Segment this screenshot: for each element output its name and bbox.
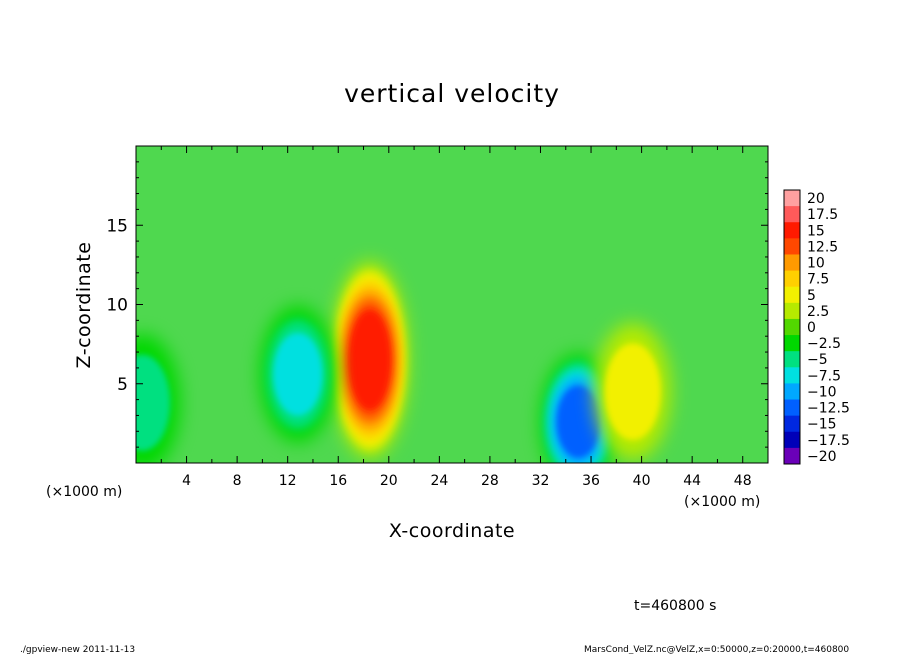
footer-left: ./gpview-new 2011-11-13: [20, 645, 135, 654]
colorbar-label: 15: [807, 223, 825, 239]
colorbar-label: 7.5: [807, 272, 829, 288]
colorbar-swatch: [784, 206, 800, 223]
colorbar-swatch: [784, 431, 800, 449]
colorbar-swatch: [784, 351, 800, 368]
feature-updraft-3: [594, 323, 671, 461]
colorbar-label: 12.5: [807, 239, 838, 255]
x-tick-label: 40: [633, 473, 651, 489]
feature-updraft-0: [331, 261, 408, 459]
colorbar-label: −5: [807, 352, 828, 368]
x-tick-label: 28: [481, 473, 499, 489]
colorbar-swatch: [784, 270, 800, 288]
colorbar-label: 17.5: [807, 207, 838, 223]
colorbar-swatch: [784, 367, 800, 384]
y-tick-label: 5: [117, 375, 128, 395]
heatmap-features: [136, 261, 671, 463]
feature-contour: [604, 343, 661, 440]
feature-contour: [136, 354, 171, 451]
colorbar-label: 5: [807, 288, 816, 304]
colorbar-label: −2.5: [807, 336, 841, 352]
y-tick-label: 15: [106, 216, 128, 236]
colorbar-label: 2.5: [807, 304, 829, 320]
colorbar-swatch: [784, 318, 800, 336]
x-tick-label: 24: [430, 473, 448, 489]
y-tick-label: 10: [106, 296, 128, 316]
colorbar-label: −7.5: [807, 368, 841, 384]
x-axis-unit-right: (×1000 m): [684, 494, 760, 510]
colorbar-swatch: [784, 447, 800, 465]
colorbar-swatch: [784, 190, 800, 207]
feature-contour: [556, 385, 601, 458]
x-axis-unit-left: (×1000 m): [46, 484, 122, 500]
colorbar-swatch: [784, 302, 800, 320]
colorbar-swatch: [784, 415, 800, 433]
colorbar-label: 10: [807, 256, 825, 272]
x-tick-label: 16: [329, 473, 347, 489]
colorbar-label: 20: [807, 191, 825, 207]
x-tick-label: 4: [182, 473, 191, 489]
colorbar-swatch: [784, 383, 800, 401]
x-tick-label: 48: [734, 473, 752, 489]
colorbar-label: −10: [807, 384, 837, 400]
x-tick-label: 44: [683, 473, 701, 489]
x-axis-label: X-coordinate: [389, 520, 515, 542]
y-axis-ticks: 5 10 15: [106, 161, 768, 448]
x-tick-label: 8: [233, 473, 242, 489]
colorbar-label: −17.5: [807, 433, 850, 449]
colorbar-label: −15: [807, 417, 837, 433]
colorbar: 2017.51512.5107.552.50−2.5−5−7.5−10−12.5…: [783, 189, 850, 465]
colorbar-frame: [783, 189, 801, 465]
colorbar-swatch: [784, 222, 800, 239]
x-tick-label: 32: [532, 473, 550, 489]
colorbar-label: −12.5: [807, 401, 850, 417]
footer-right: MarsCond_VelZ.nc@VelZ,x=0:50000,z=0:2000…: [584, 645, 849, 654]
colorbar-swatch: [784, 286, 800, 304]
heatmap-field: [136, 146, 768, 463]
x-axis-ticks: 4 8 12 16 20 24 28 32 36 40 44 48: [160, 146, 752, 489]
feature-contour: [348, 310, 391, 410]
heatmap-background: [136, 146, 768, 463]
feature-contour: [273, 332, 323, 416]
colorbar-label: 0: [807, 320, 816, 336]
y-axis-label: Z-coordinate: [73, 242, 95, 369]
feature-downdraft-2: [259, 305, 336, 443]
colorbar-swatch: [784, 254, 800, 272]
x-tick-label: 20: [380, 473, 398, 489]
x-tick-label: 36: [582, 473, 600, 489]
time-label: t=460800 s: [634, 598, 716, 614]
chart-title: vertical velocity: [344, 79, 560, 108]
colorbar-swatch: [784, 238, 800, 255]
colorbar-swatch: [784, 399, 800, 417]
feature-downdraft-4: [136, 334, 181, 463]
colorbar-swatch: [784, 335, 800, 352]
x-tick-label: 12: [279, 473, 297, 489]
colorbar-label: −20: [807, 449, 837, 465]
